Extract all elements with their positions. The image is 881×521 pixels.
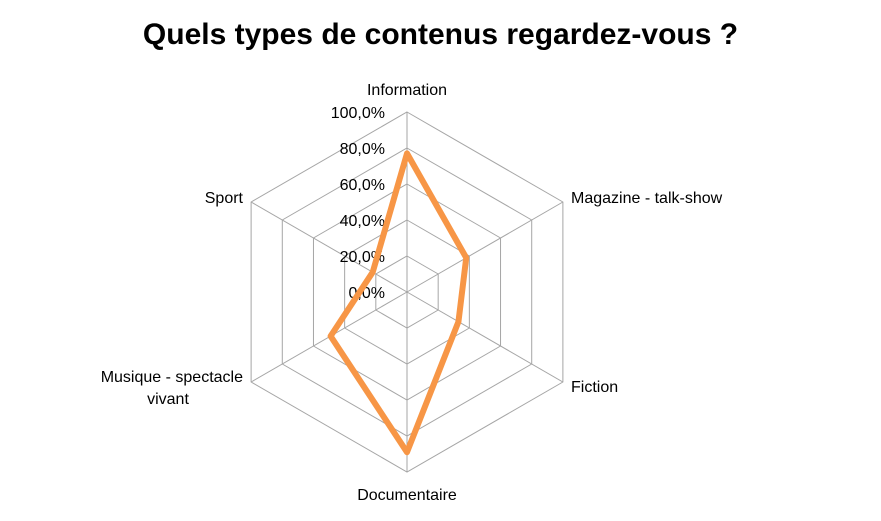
category-label: Magazine - talk-show [571, 190, 723, 207]
chart-title: Quels types de contenus regardez-vous ? [142, 18, 739, 51]
category-label: Documentaire [357, 487, 457, 504]
series-line [327, 150, 470, 456]
tick-label: 80,0% [340, 141, 385, 158]
axis-spoke [406, 291, 564, 383]
tick-label: 40,0% [340, 213, 385, 230]
tick-label: 60,0% [340, 177, 385, 194]
category-label: Information [367, 82, 447, 99]
tick-label: 100,0% [331, 105, 385, 122]
category-label: Musique - spectacle vivant [101, 369, 243, 408]
category-label: Fiction [571, 379, 618, 396]
axis-spoke [406, 201, 564, 293]
category-label: Sport [205, 190, 244, 207]
axis-spoke [250, 201, 408, 293]
